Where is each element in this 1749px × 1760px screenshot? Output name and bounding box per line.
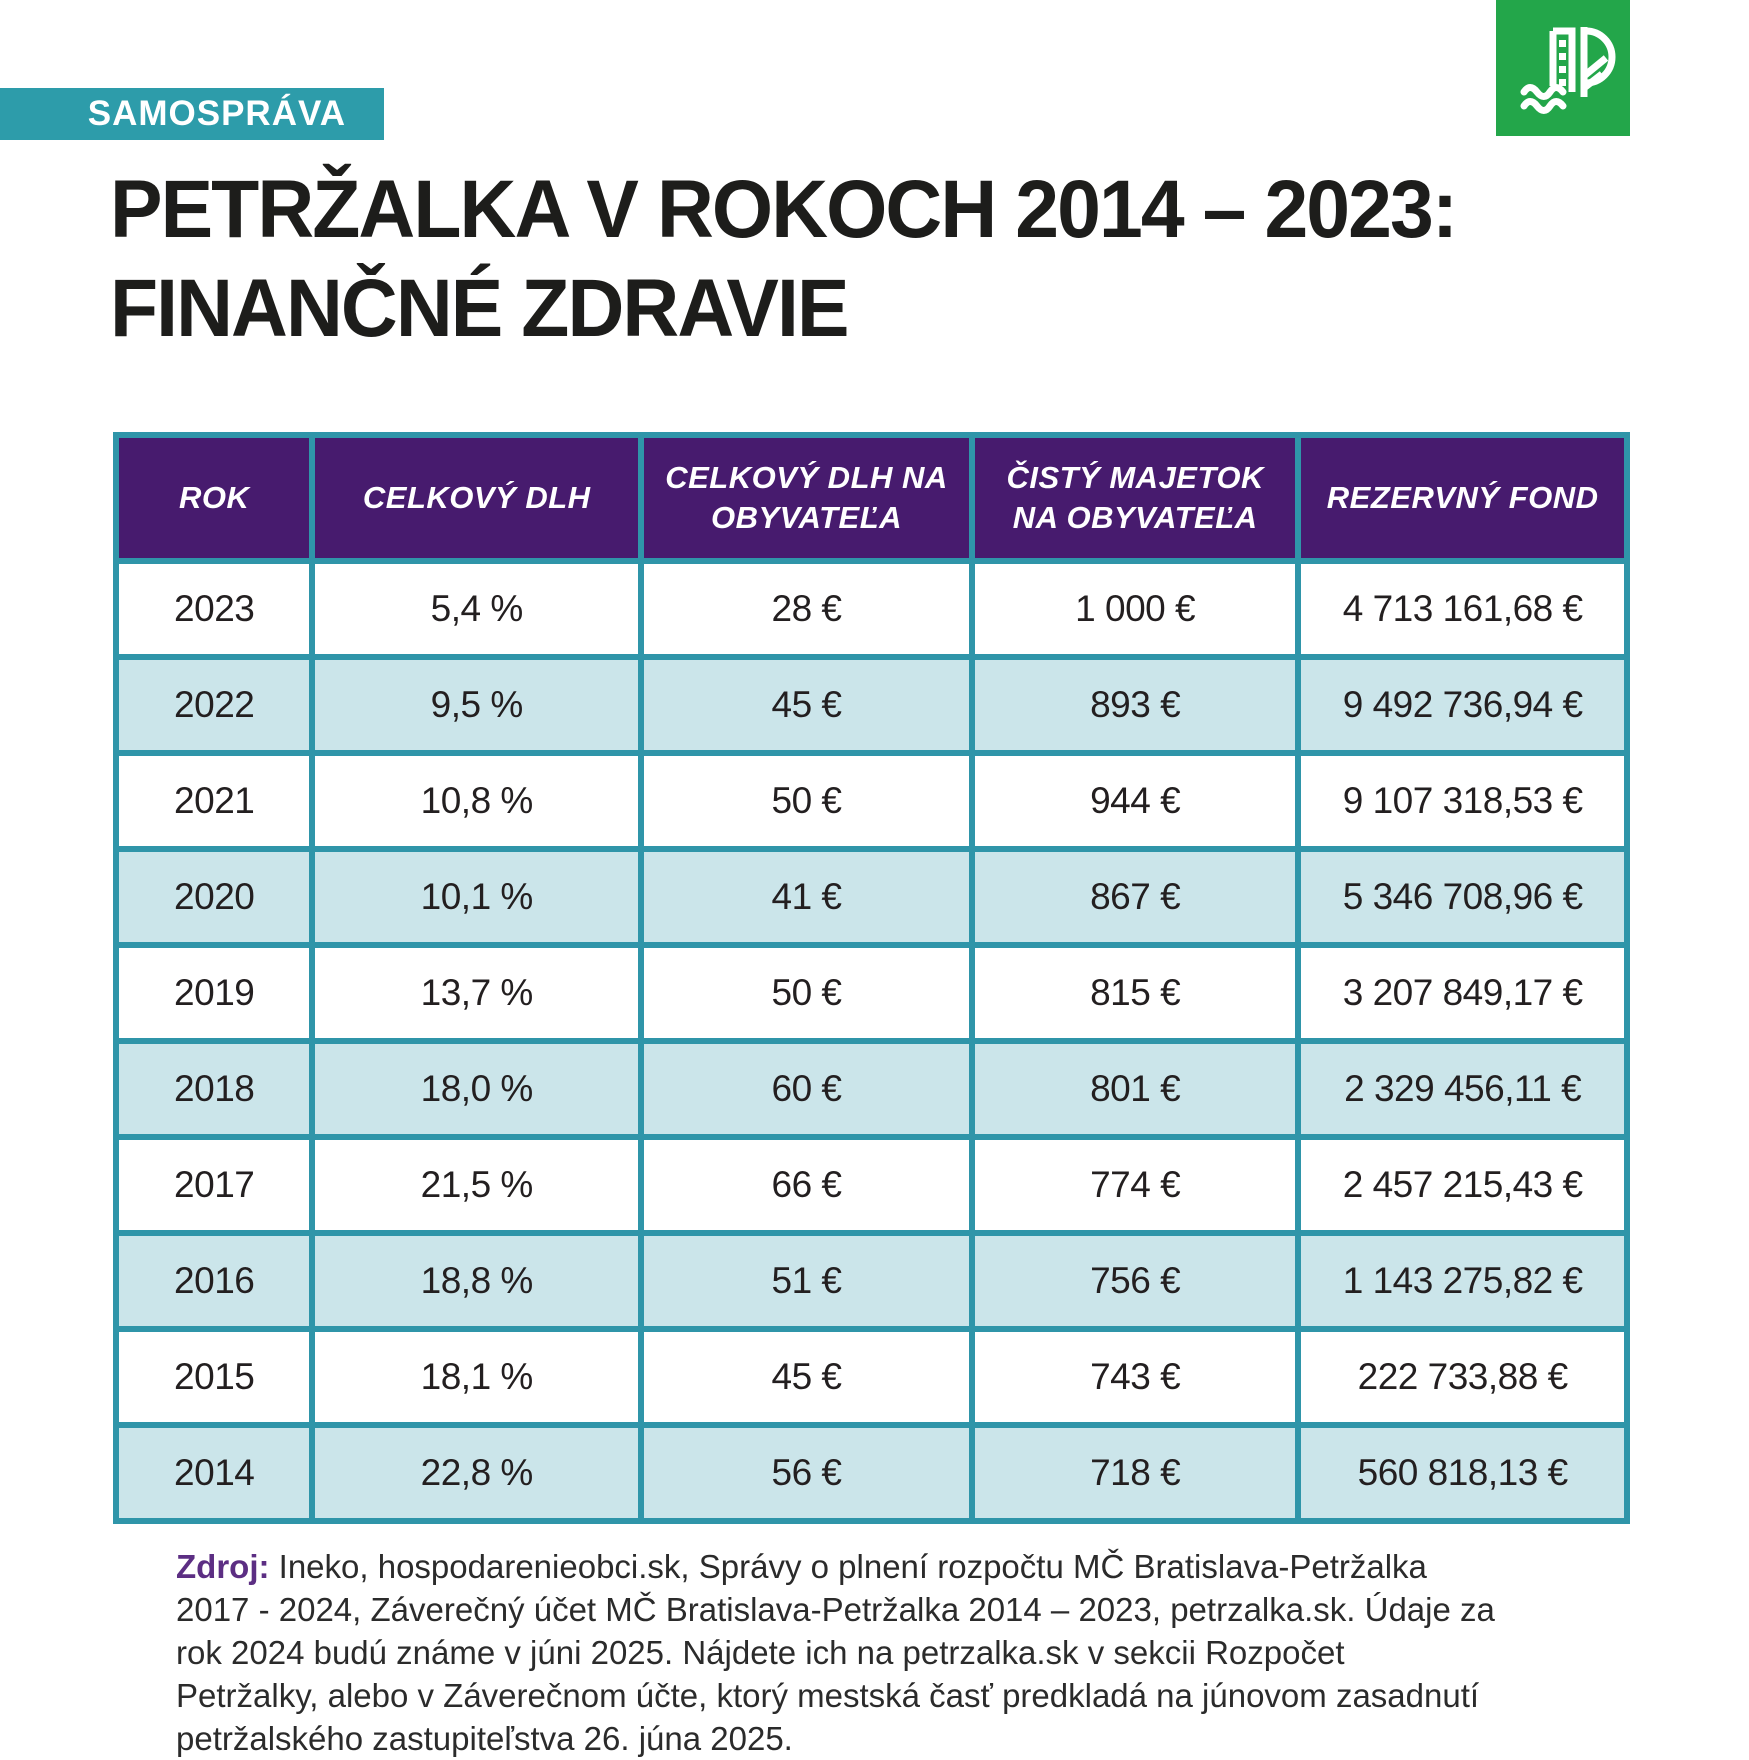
- value-cell: 10,8 %: [309, 750, 645, 852]
- value-cell: 28 €: [638, 558, 975, 660]
- section-badge-label: SAMOSPRÁVA: [87, 94, 346, 133]
- year-cell: 2016: [112, 1230, 316, 1332]
- value-cell: 3 207 849,17 €: [1295, 942, 1630, 1044]
- page-title-line1: PETRŽALKA V ROKOCH 2014 – 2023:: [110, 164, 1458, 255]
- column-header: CELKOVÝ DLH: [309, 432, 645, 564]
- value-cell: 41 €: [638, 846, 975, 948]
- value-cell: 45 €: [638, 654, 975, 756]
- table-row: 2014 22,8 % 56 €718 €560 818,13 €: [112, 1422, 1630, 1524]
- value-cell: 60 €: [638, 1038, 975, 1140]
- year-cell: 2023: [112, 558, 316, 660]
- page-title-line2: FINANČNÉ ZDRAVIE: [110, 263, 849, 354]
- value-cell: 560 818,13 €: [1295, 1422, 1630, 1524]
- header-row: ROK CELKOVÝ DLH CELKOVÝ DLH NA OBYVATEĽA ČI…: [112, 432, 1630, 564]
- value-cell: 893 €: [968, 654, 1302, 756]
- finance-table-header: ROK CELKOVÝ DLH CELKOVÝ DLH NA OBYVATEĽA ČI…: [112, 432, 1630, 564]
- value-cell: 743 €: [968, 1326, 1302, 1428]
- value-cell: 801 €: [968, 1038, 1302, 1140]
- source-label: Zdroj:: [176, 1548, 270, 1585]
- year-cell: 2021: [112, 750, 316, 852]
- value-cell: 1 000 €: [968, 558, 1302, 660]
- value-cell: 222 733,88 €: [1295, 1326, 1630, 1428]
- table-row: 2020 10,1 % 41 €867 €5 346 708,96 €: [112, 846, 1630, 948]
- table-row: 2023 5,4 % 28 €1 000 €4 713 161,68 €: [112, 558, 1630, 660]
- page-title: PETRŽALKA V ROKOCH 2014 – 2023: FINANČNÉ…: [110, 160, 1458, 358]
- value-cell: 18,0 %: [309, 1038, 645, 1140]
- value-cell: 9 492 736,94 €: [1295, 654, 1630, 756]
- source-note: Zdroj: Ineko, hospodarenieobci.sk, Správ…: [176, 1545, 1496, 1760]
- logo-glyph: [1549, 27, 1616, 97]
- source-text: Ineko, hospodarenieobci.sk, Správy o pln…: [176, 1548, 1495, 1757]
- value-cell: 50 €: [638, 942, 975, 1044]
- year-cell: 2018: [112, 1038, 316, 1140]
- table-row: 2016 18,8 % 51 €756 €1 143 275,82 €: [112, 1230, 1630, 1332]
- value-cell: 718 €: [968, 1422, 1302, 1524]
- value-cell: 45 €: [638, 1326, 975, 1428]
- value-cell: 21,5 %: [309, 1134, 645, 1236]
- finance-table: ROK CELKOVÝ DLH CELKOVÝ DLH NA OBYVATEĽA ČI…: [112, 432, 1630, 1524]
- table-row: 2021 10,8 % 50 €944 €9 107 318,53 €: [112, 750, 1630, 852]
- year-cell: 2020: [112, 846, 316, 948]
- value-cell: 18,8 %: [309, 1230, 645, 1332]
- value-cell: 10,1 %: [309, 846, 645, 948]
- petrzalka-logo: [1496, 0, 1630, 136]
- value-cell: 66 €: [638, 1134, 975, 1236]
- value-cell: 774 €: [968, 1134, 1302, 1236]
- value-cell: 944 €: [968, 750, 1302, 852]
- petrzalka-logo-icon: [1496, 0, 1630, 136]
- logo-windows: [1559, 40, 1566, 86]
- column-header: ROK: [112, 432, 316, 564]
- value-cell: 815 €: [968, 942, 1302, 1044]
- value-cell: 867 €: [968, 846, 1302, 948]
- value-cell: 9,5 %: [309, 654, 645, 756]
- year-cell: 2014: [112, 1422, 316, 1524]
- table-row: 2019 13,7 % 50 €815 €3 207 849,17 €: [112, 942, 1630, 1044]
- table-row: 2015 18,1 % 45 €743 €222 733,88 €: [112, 1326, 1630, 1428]
- year-cell: 2022: [112, 654, 316, 756]
- value-cell: 56 €: [638, 1422, 975, 1524]
- logo-waves: [1520, 84, 1567, 114]
- year-cell: 2019: [112, 942, 316, 1044]
- section-badge: SAMOSPRÁVA: [0, 88, 384, 140]
- value-cell: 18,1 %: [309, 1326, 645, 1428]
- value-cell: 50 €: [638, 750, 975, 852]
- finance-table-body: 2023 5,4 % 28 €1 000 €4 713 161,68 €2022 9,…: [112, 558, 1630, 1524]
- value-cell: 4 713 161,68 €: [1295, 558, 1630, 660]
- table-row: 2017 21,5 % 66 €774 €2 457 215,43 €: [112, 1134, 1630, 1236]
- column-header: ČISTÝ MAJETOK NA OBYVATEĽA: [968, 432, 1302, 564]
- year-cell: 2017: [112, 1134, 316, 1236]
- table-row: 2022 9,5 % 45 €893 €9 492 736,94 €: [112, 654, 1630, 756]
- value-cell: 22,8 %: [309, 1422, 645, 1524]
- column-header: REZERVNÝ FOND: [1295, 432, 1630, 564]
- value-cell: 1 143 275,82 €: [1295, 1230, 1630, 1332]
- column-header: CELKOVÝ DLH NA OBYVATEĽA: [638, 432, 975, 564]
- value-cell: 2 457 215,43 €: [1295, 1134, 1630, 1236]
- value-cell: 9 107 318,53 €: [1295, 750, 1630, 852]
- year-cell: 2015: [112, 1326, 316, 1428]
- value-cell: 2 329 456,11 €: [1295, 1038, 1630, 1140]
- value-cell: 5,4 %: [309, 558, 645, 660]
- value-cell: 5 346 708,96 €: [1295, 846, 1630, 948]
- table-row: 2018 18,0 % 60 €801 €2 329 456,11 €: [112, 1038, 1630, 1140]
- value-cell: 51 €: [638, 1230, 975, 1332]
- value-cell: 13,7 %: [309, 942, 645, 1044]
- value-cell: 756 €: [968, 1230, 1302, 1332]
